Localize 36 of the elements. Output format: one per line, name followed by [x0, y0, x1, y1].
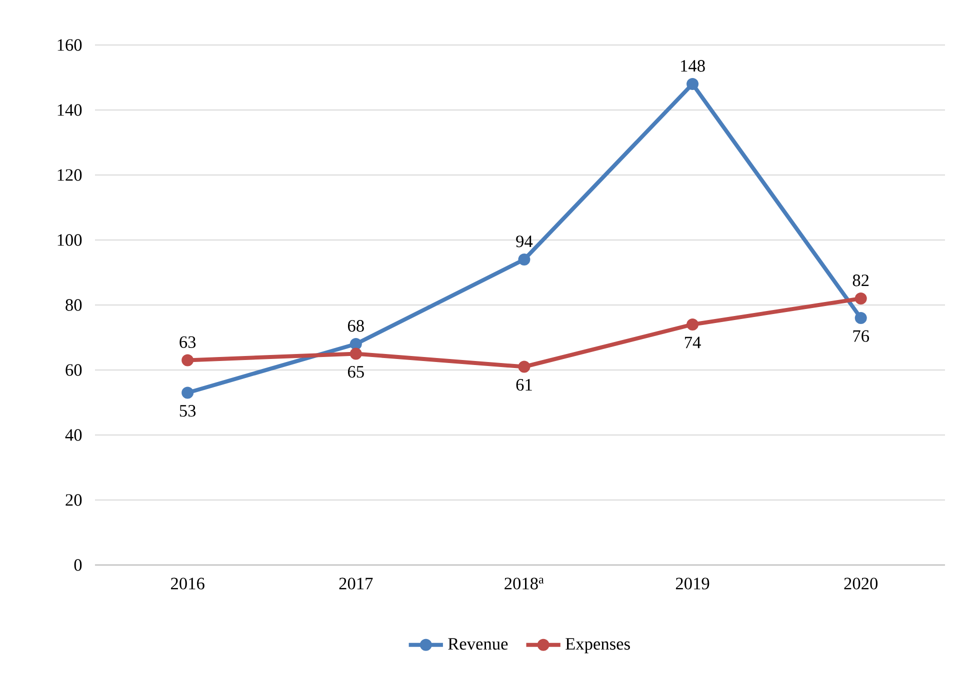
x-tick-label: 2016: [170, 578, 204, 590]
point: [518, 253, 530, 266]
point: [350, 348, 362, 360]
data-label: 61: [516, 379, 532, 391]
data-label: 74: [685, 336, 701, 348]
x-tick-label: 2018$^{a}$: [504, 578, 544, 590]
legend-label: Expenses: [566, 638, 630, 654]
y-tick-label: 120: [58, 169, 82, 181]
y-tick-label: 40: [65, 429, 82, 441]
y-tick-label: 160: [58, 39, 82, 51]
point: [854, 292, 867, 304]
x-tick-label: 2017: [339, 578, 373, 590]
y-tick-label: 60: [66, 364, 82, 376]
data-label: 76: [853, 330, 870, 342]
point: [350, 338, 362, 350]
data-label: 148: [681, 60, 705, 72]
point: [854, 312, 867, 324]
point: [182, 386, 194, 399]
point: [686, 78, 699, 90]
data-label: 53: [180, 405, 196, 417]
y-tick-label: 80: [66, 299, 82, 311]
y-tick-label: 100: [58, 234, 82, 246]
data-label: 82: [852, 274, 869, 286]
data-label: 63: [180, 336, 196, 348]
y-tick-label: 20: [66, 494, 82, 506]
data-label: 68: [348, 320, 364, 332]
data-label: 65: [348, 366, 364, 378]
y-tick-label: 140: [58, 104, 82, 116]
legend-label: Revenue: [448, 638, 508, 650]
data-label: 94: [516, 236, 533, 248]
point: [518, 360, 530, 373]
x-tick-label: 2020: [844, 578, 878, 590]
point: [686, 318, 699, 330]
y-tick-label: 0: [74, 559, 82, 571]
x-tick-label: 2019: [676, 578, 710, 590]
point: [182, 354, 194, 366]
